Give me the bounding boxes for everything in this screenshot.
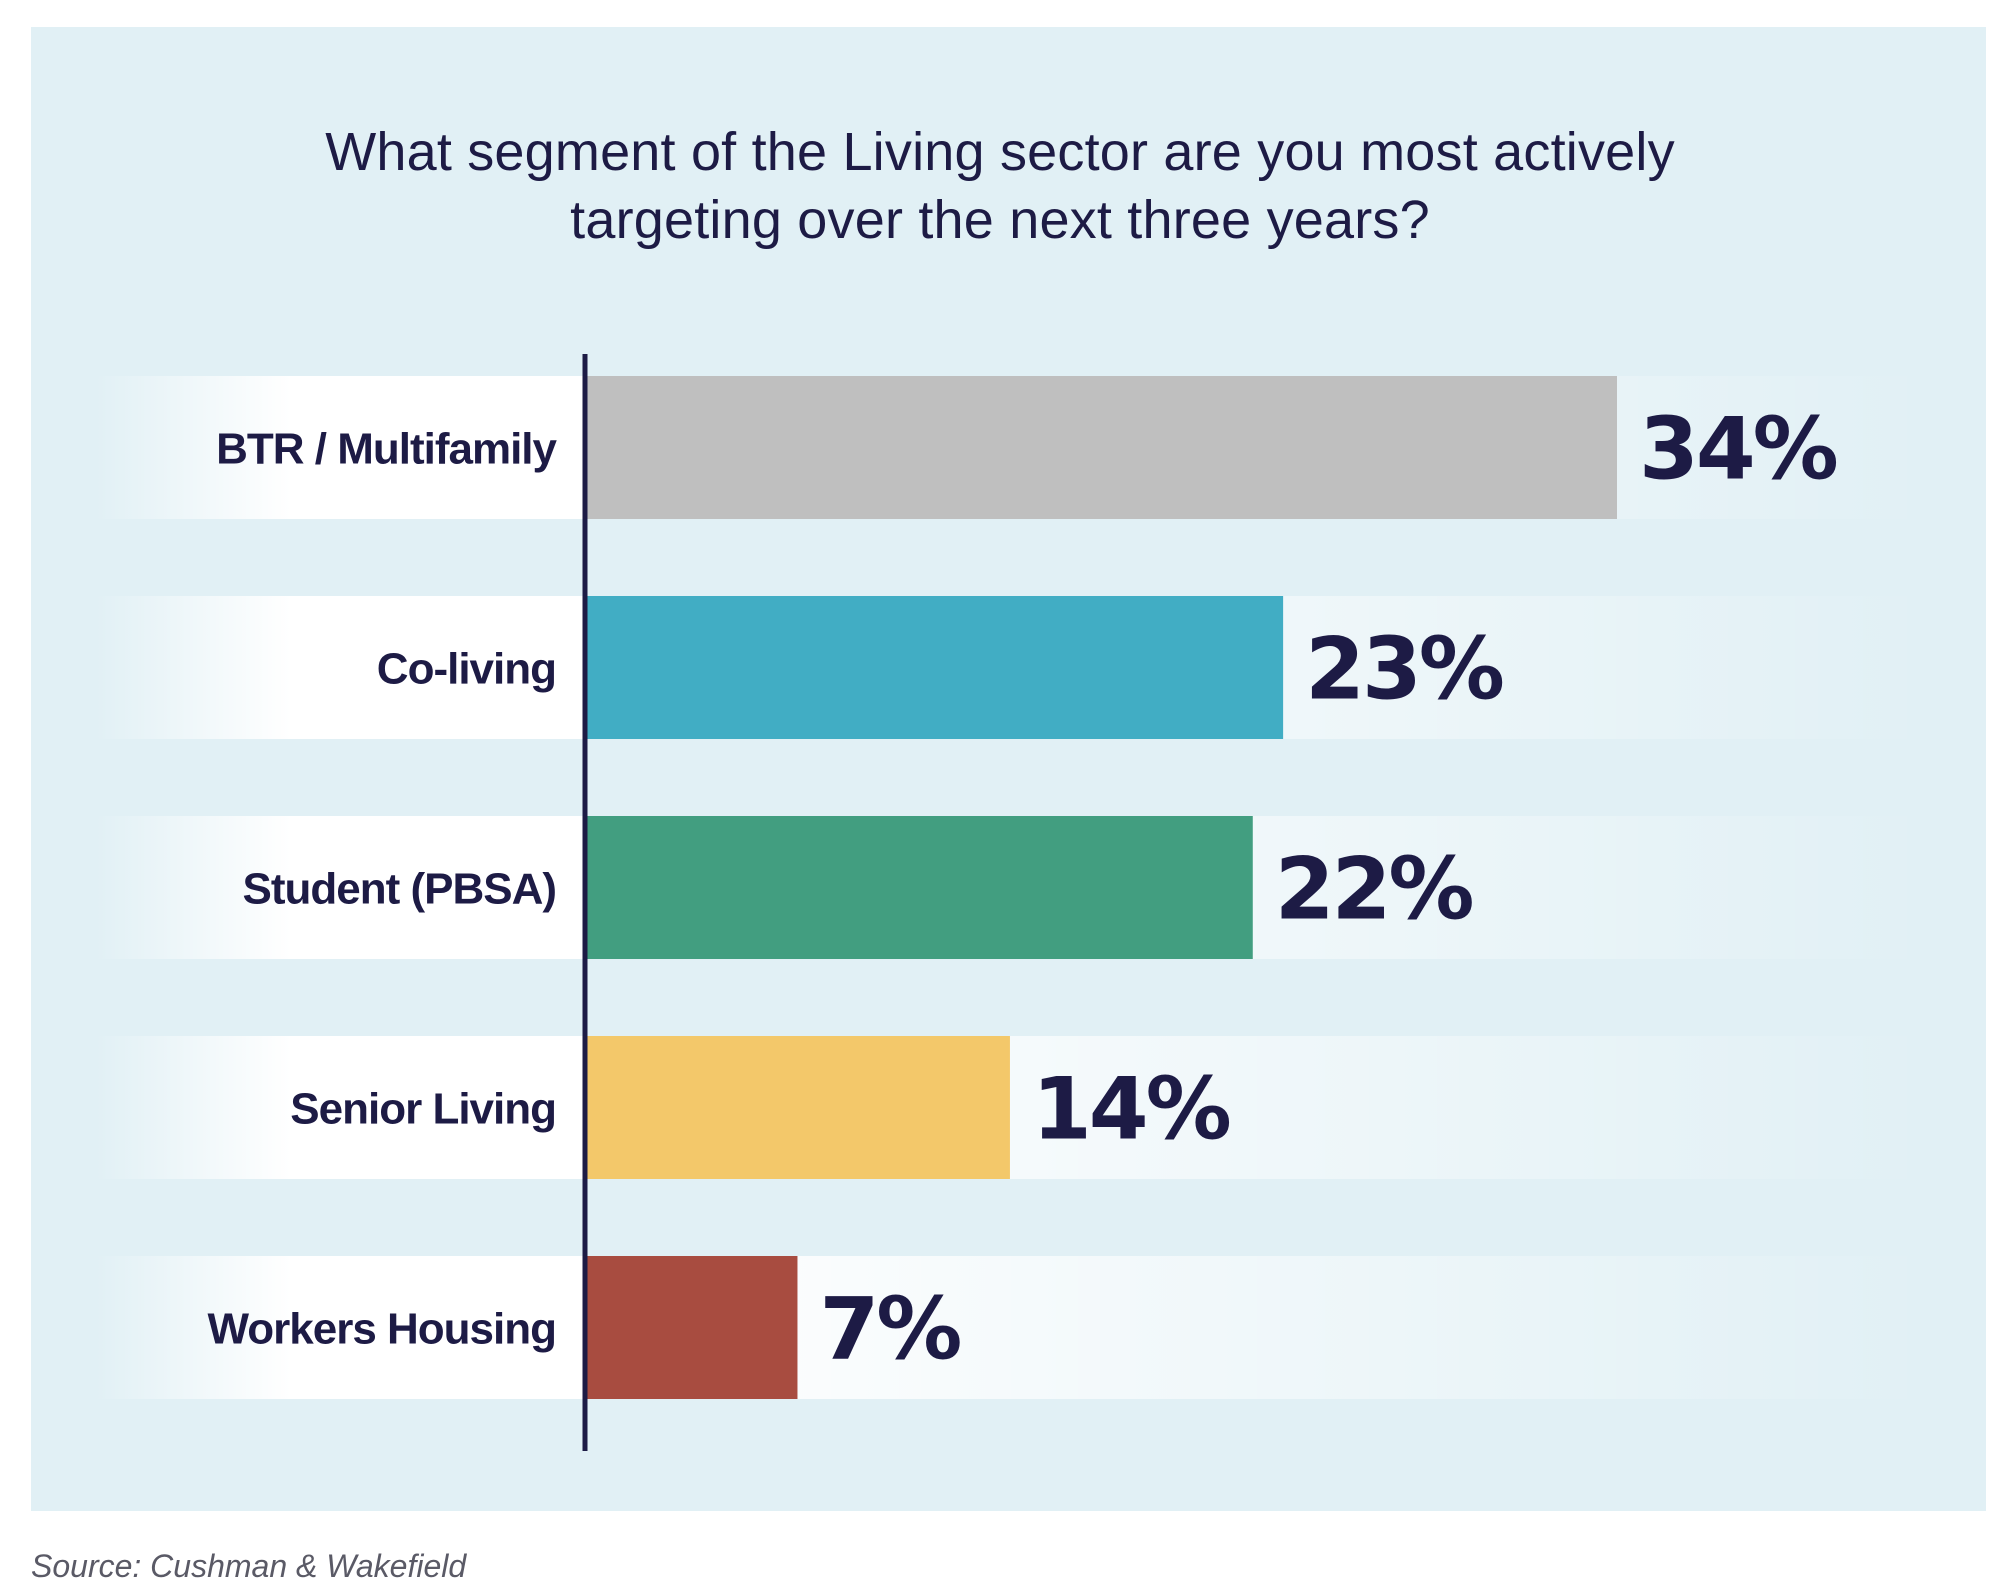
bar — [585, 816, 1253, 959]
category-label: Senior Living — [290, 1085, 556, 1134]
bar — [585, 596, 1284, 739]
value-label: 7% — [819, 1280, 960, 1380]
bars — [585, 376, 1617, 1399]
row-band-right — [585, 1256, 1930, 1399]
bar — [585, 376, 1617, 519]
category-label: Student (PBSA) — [242, 865, 556, 914]
category-label: BTR / Multifamily — [216, 425, 557, 474]
source-note: Source: Cushman & Wakefield — [31, 1548, 467, 1584]
chart-title: What segment of the Living sector are yo… — [0, 118, 2000, 254]
row-band-left — [95, 1256, 585, 1399]
bar — [585, 1256, 798, 1399]
category-labels: BTR / Multifamily Co-living Student (PBSA)… — [208, 425, 559, 1354]
bar — [585, 1036, 1010, 1179]
row-band-left — [95, 816, 585, 959]
chart-title-line-1: What segment of the Living sector are yo… — [325, 122, 1675, 182]
row-band-left — [95, 596, 585, 739]
category-label: Co-living — [377, 645, 556, 694]
row-band-left — [95, 376, 585, 519]
category-label: Workers Housing — [208, 1305, 556, 1354]
value-label: 14% — [1032, 1060, 1230, 1160]
row-band-left — [95, 1036, 585, 1179]
value-label: 22% — [1275, 840, 1473, 940]
chart-title-line-2: targeting over the next three years? — [570, 190, 1430, 250]
value-labels: 34% 23% 22% 14% 7% — [819, 400, 1839, 1380]
value-label: 23% — [1305, 620, 1503, 720]
value-label: 34% — [1639, 400, 1837, 500]
